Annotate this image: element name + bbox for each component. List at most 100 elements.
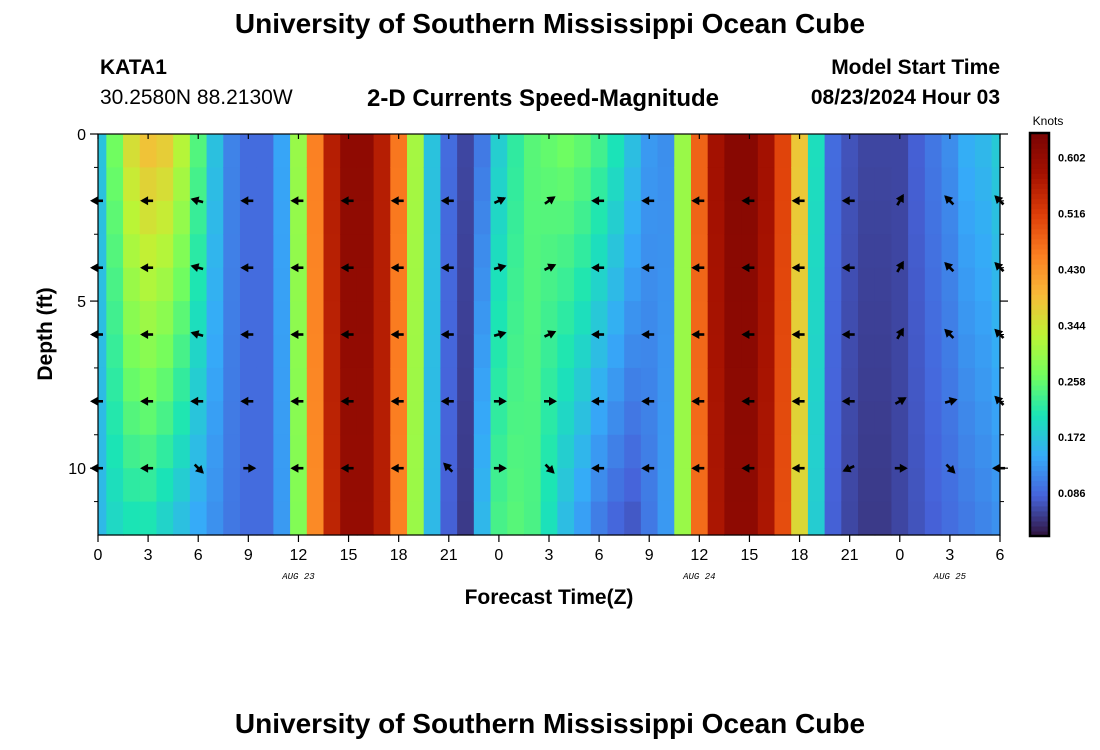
heatmap-cell: [473, 134, 492, 169]
heatmap-cell: [891, 367, 909, 402]
current-vector: [641, 330, 655, 339]
heatmap-cell: [490, 367, 508, 402]
colorbar-swatch: [1030, 490, 1049, 497]
heatmap-cell: [640, 401, 659, 436]
heatmap-cell: [958, 167, 976, 202]
heatmap-cell: [239, 167, 258, 202]
heatmap-cell: [574, 234, 592, 269]
heatmap-cell: [657, 301, 675, 336]
heatmap-cell: [640, 501, 659, 536]
heatmap-cell: [557, 334, 575, 369]
heatmap-cell: [123, 468, 141, 503]
current-vector: [691, 263, 705, 273]
heatmap-cell: [457, 401, 475, 436]
colorbar-swatch: [1030, 505, 1049, 512]
heatmap-cell: [473, 267, 492, 302]
heatmap-cell: [356, 200, 375, 235]
heatmap-cell: [624, 367, 642, 402]
colorbar-swatch: [1030, 143, 1049, 149]
heatmap-cell: [774, 468, 792, 503]
heatmap-cell: [741, 267, 759, 302]
date-label: AUG 23: [281, 572, 315, 582]
colorbar-swatch: [1030, 319, 1049, 326]
colorbar-swatch: [1030, 435, 1049, 441]
heatmap-cell: [290, 134, 308, 169]
heatmap-cell: [189, 334, 208, 369]
heatmap-cell: [707, 301, 725, 336]
current-vector: [140, 330, 154, 339]
heatmap-cell: [490, 267, 508, 302]
date-label: AUG 25: [933, 572, 967, 582]
heatmap-cell: [791, 501, 809, 536]
heatmap-cell: [640, 267, 659, 302]
heatmap-cell: [858, 501, 876, 536]
heatmap-cell: [390, 501, 408, 536]
current-vector: [493, 396, 507, 406]
heatmap-cell: [523, 334, 542, 369]
heatmap-cell: [858, 167, 876, 202]
heatmap-cell: [574, 501, 592, 536]
heatmap-cell: [156, 468, 174, 503]
colorbar-swatch: [1030, 263, 1049, 270]
heatmap-cell: [523, 234, 542, 269]
heatmap-cell: [824, 167, 842, 202]
heatmap-cell: [624, 267, 642, 302]
heatmap-cell: [306, 434, 325, 469]
heatmap-cell: [340, 334, 358, 369]
heatmap-cell: [891, 301, 909, 336]
heatmap-cell: [290, 334, 308, 369]
heatmap-cell: [139, 468, 158, 503]
heatmap-cell: [958, 334, 976, 369]
heatmap-cell: [640, 234, 659, 269]
heatmap-cell: [841, 301, 859, 336]
heatmap-cell: [874, 501, 893, 536]
heatmap-cell: [624, 434, 642, 469]
heatmap-cell: [757, 434, 776, 469]
x-tick-label: 9: [244, 547, 253, 564]
heatmap-cell: [473, 234, 492, 269]
heatmap-cell: [123, 134, 141, 169]
heatmap-cell: [807, 134, 826, 169]
heatmap-cell: [657, 434, 675, 469]
heatmap-cell: [373, 468, 391, 503]
heatmap-cell: [98, 334, 107, 369]
heatmap-cell: [858, 301, 876, 336]
heatmap-cell: [206, 468, 224, 503]
heatmap-cell: [841, 167, 859, 202]
heatmap-cell: [924, 200, 943, 235]
heatmap-cell: [340, 301, 358, 336]
heatmap-cell: [356, 267, 375, 302]
heatmap-cell: [607, 367, 625, 402]
heatmap-cell: [724, 134, 742, 169]
heatmap-cell: [139, 200, 158, 235]
heatmap-cell: [841, 401, 859, 436]
heatmap-cell: [223, 167, 241, 202]
heatmap-cell: [306, 167, 325, 202]
heatmap-cell: [340, 401, 358, 436]
current-vector: [340, 396, 354, 406]
heatmap-cell: [423, 267, 442, 302]
heatmap-cell: [356, 367, 375, 402]
heatmap-cell: [423, 501, 442, 536]
heatmap-cell: [407, 501, 425, 536]
heatmap-cell: [557, 367, 575, 402]
colorbar-swatch: [1030, 138, 1049, 144]
heatmap-cell: [741, 200, 759, 235]
heatmap-cell: [206, 434, 224, 469]
heatmap-cell: [123, 334, 141, 369]
colorbar-swatch: [1030, 248, 1049, 255]
heatmap-cell: [824, 334, 842, 369]
heatmap-cell: [557, 134, 575, 169]
heatmap-cell: [624, 167, 642, 202]
heatmap-cell: [507, 367, 525, 402]
heatmap-cell: [624, 468, 642, 503]
heatmap-cell: [958, 367, 976, 402]
heatmap-cell: [624, 134, 642, 169]
heatmap-cell: [423, 434, 442, 469]
colorbar-swatch: [1030, 525, 1049, 532]
heatmap-cell: [891, 334, 909, 369]
heatmap-cell: [807, 501, 826, 536]
heatmap-cell: [624, 301, 642, 336]
heatmap-cell: [741, 134, 759, 169]
heatmap-cell: [607, 267, 625, 302]
